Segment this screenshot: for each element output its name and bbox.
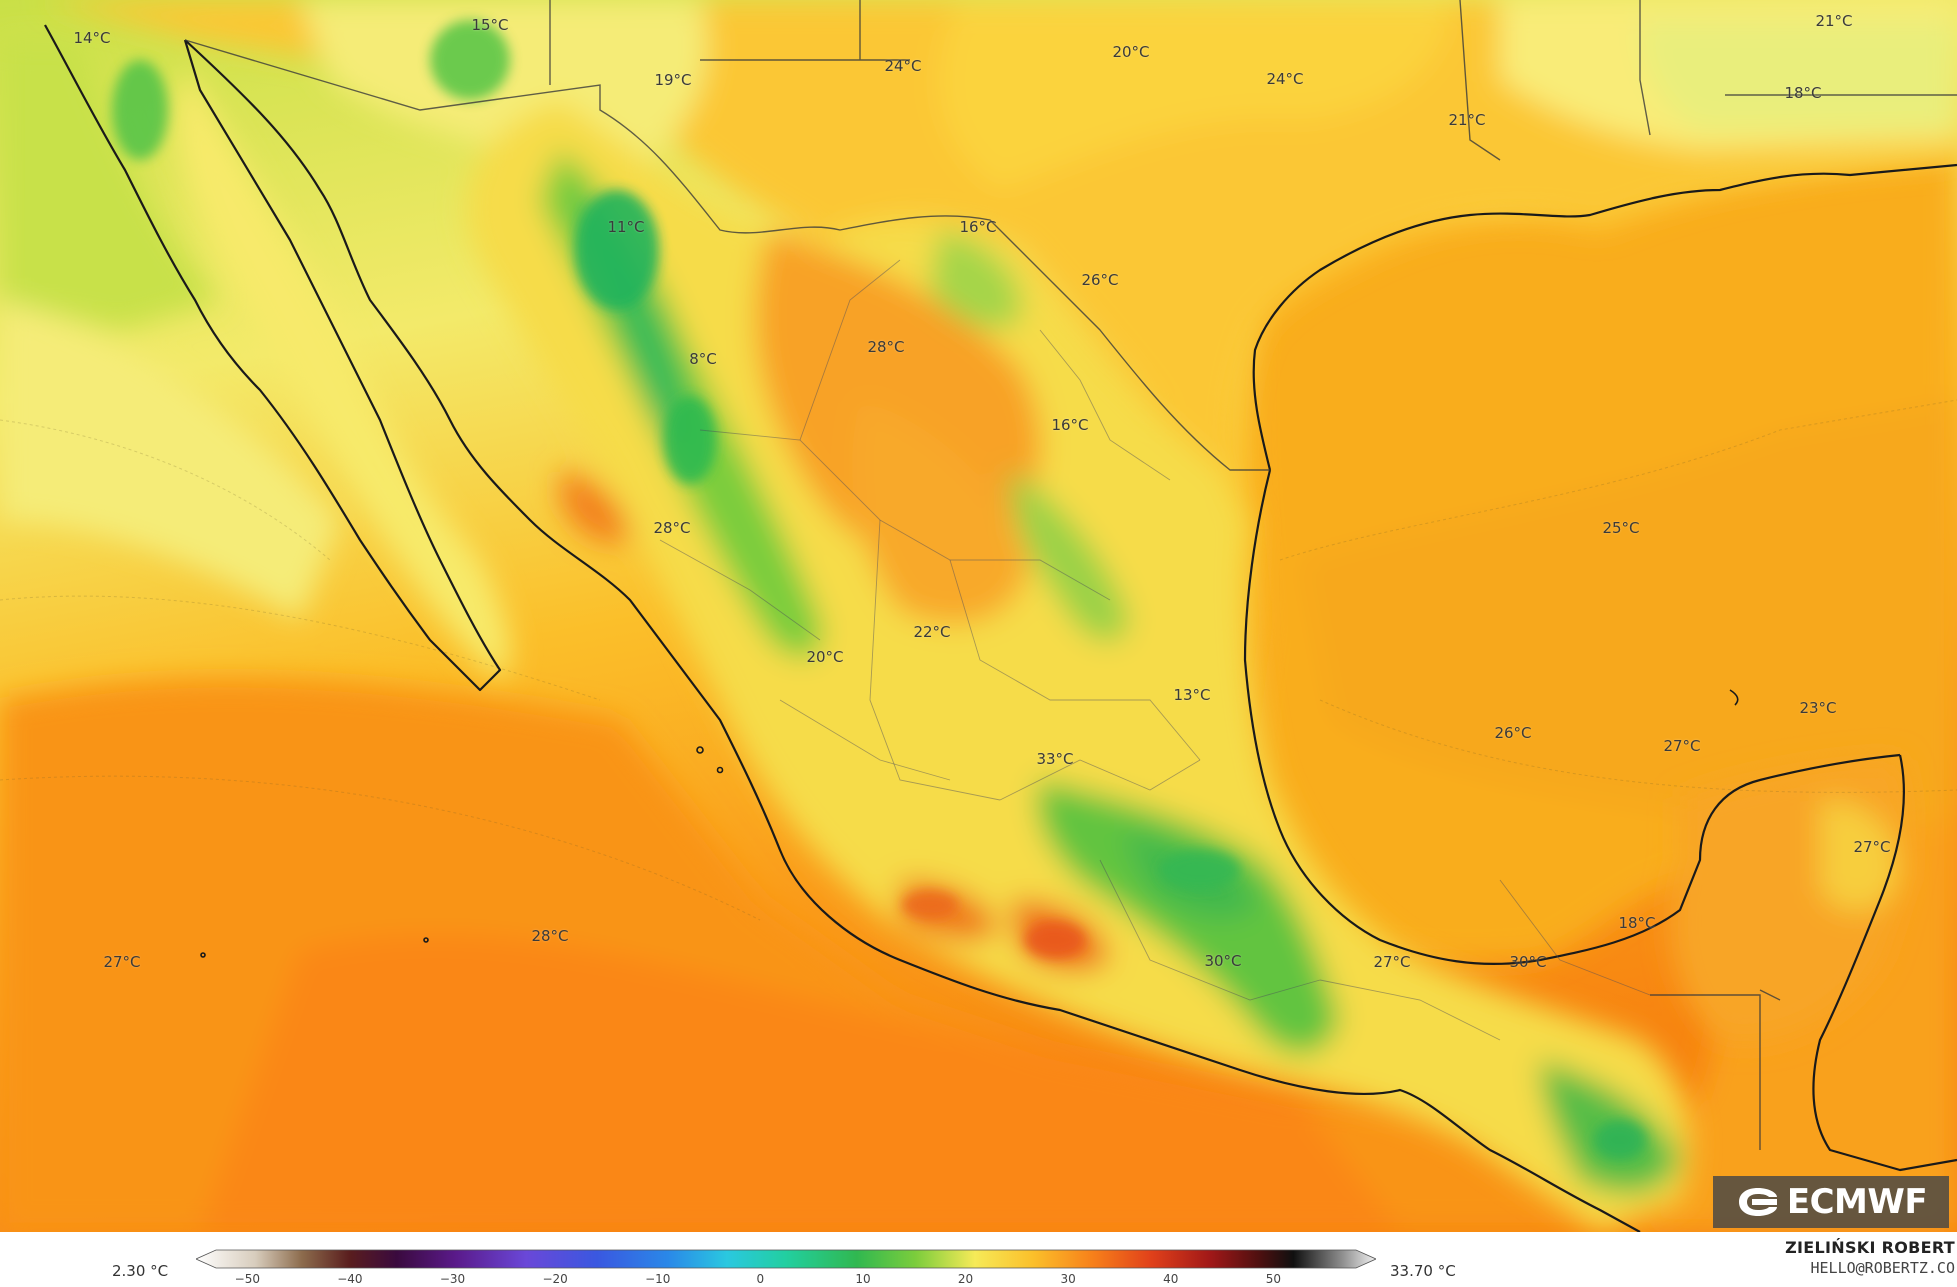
temperature-label: 28°C — [531, 927, 569, 945]
temperature-label: 13°C — [1173, 686, 1211, 704]
temperature-label: 18°C — [1784, 84, 1822, 102]
temperature-label: 27°C — [1853, 838, 1891, 856]
temperature-map: 14°C 15°C 19°C 24°C 20°C 24°C 21°C 21°C 18°C 11°C… — [0, 0, 1957, 1232]
temperature-label: 20°C — [1112, 43, 1150, 61]
temperature-label: 21°C — [1448, 111, 1486, 129]
colorbar-tick-label: 30 — [1060, 1272, 1076, 1286]
temperature-label: 16°C — [1051, 416, 1089, 434]
border-guatemala — [1650, 994, 1761, 1150]
colorbar-tick-label: −20 — [542, 1272, 568, 1286]
ecmwf-mark-icon — [1738, 1188, 1777, 1216]
colorbar-tick-label: −40 — [337, 1272, 363, 1286]
temperature-label: 23°C — [1799, 699, 1837, 717]
colorbar-tick-label: 10 — [855, 1272, 871, 1286]
temperature-label: 24°C — [884, 57, 922, 75]
temperature-label: 27°C — [1373, 953, 1411, 971]
temperature-label: 30°C — [1204, 952, 1242, 970]
temperature-label: 21°C — [1815, 12, 1853, 30]
colorbar-tick-label: 50 — [1265, 1272, 1282, 1286]
border-us-mexico — [184, 39, 1270, 471]
coastline-mainland — [184, 39, 1641, 1232]
temperature-label: 27°C — [1663, 737, 1701, 755]
border-belize — [1759, 989, 1781, 1001]
coastline-gulf — [1252, 163, 1957, 471]
temperature-label: 19°C — [654, 71, 692, 89]
colorbar-tick-label: −10 — [645, 1272, 671, 1286]
temperature-label: 8°C — [689, 350, 717, 368]
coastline-pacific — [44, 24, 502, 692]
temperature-label: 11°C — [607, 218, 645, 236]
temperature-label: 26°C — [1494, 724, 1532, 742]
coastline-yucatan — [1812, 754, 1957, 1172]
ecmwf-logo: ECMWF — [1713, 1176, 1949, 1228]
author-name: ZIELIŃSKI ROBERT — [1785, 1238, 1955, 1257]
temperature-label: 14°C — [73, 29, 111, 47]
author-credit: ZIELIŃSKI ROBERT HELLO@ROBERTZ.CO — [1785, 1238, 1955, 1277]
temperature-label: 20°C — [806, 648, 844, 666]
colorbar-tick-label: −50 — [234, 1272, 260, 1286]
scale-min-value: 2.30 °C — [112, 1262, 169, 1280]
temperature-label: 33°C — [1036, 750, 1074, 768]
temperature-label: 25°C — [1602, 519, 1640, 537]
temperature-label: 24°C — [1266, 70, 1304, 88]
temperature-colorbar — [196, 1249, 1376, 1269]
temperature-label: 27°C — [103, 953, 141, 971]
scale-max-value: 33.70 °C — [1390, 1262, 1456, 1280]
map-canvas — [0, 0, 1957, 1232]
temperature-label: 28°C — [867, 338, 905, 356]
colorbar-tick-label: 20 — [957, 1272, 974, 1286]
temperature-label: 18°C — [1618, 914, 1656, 932]
temperature-label: 28°C — [653, 519, 691, 537]
temperature-label: 30°C — [1509, 953, 1547, 971]
logo-text: ECMWF — [1786, 1182, 1928, 1222]
colorbar-tick-label: −30 — [439, 1272, 466, 1286]
coastline-gulf-west — [1243, 469, 1901, 965]
colorbar-tick-label: 0 — [756, 1272, 765, 1286]
temperature-label: 16°C — [959, 218, 997, 236]
temperature-label: 15°C — [471, 16, 509, 34]
temperature-label: 26°C — [1081, 271, 1119, 289]
temperature-label: 22°C — [913, 623, 951, 641]
colorbar-tick-label: 40 — [1163, 1272, 1179, 1286]
author-email: HELLO@ROBERTZ.CO — [1810, 1259, 1956, 1277]
